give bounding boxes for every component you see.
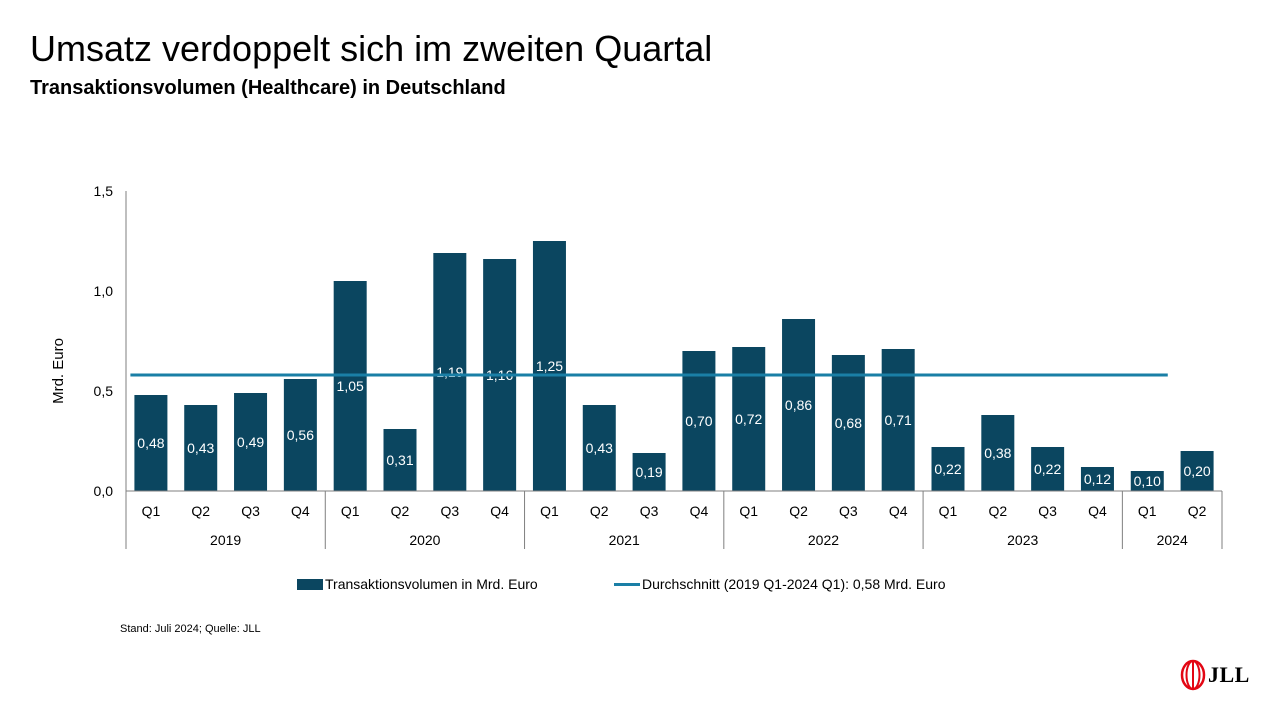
bar-data-label: 0,43 bbox=[586, 440, 613, 456]
x-tick-label: Q2 bbox=[789, 503, 808, 519]
y-tick-label: 0,5 bbox=[94, 383, 114, 399]
bar-data-label: 1,25 bbox=[536, 358, 563, 374]
chart-legend: Transaktionsvolumen in Mrd. Euro Durchsc… bbox=[0, 576, 1280, 596]
x-tick-label: Q1 bbox=[939, 503, 958, 519]
bar-data-label: 0,49 bbox=[237, 434, 264, 450]
bar bbox=[333, 281, 367, 491]
bar bbox=[1180, 451, 1214, 491]
bar bbox=[532, 241, 566, 491]
bar-data-label: 0,86 bbox=[785, 397, 812, 413]
legend-item-average: Durchschnitt (2019 Q1-2024 Q1): 0,58 Mrd… bbox=[614, 576, 945, 592]
x-year-label: 2021 bbox=[609, 532, 640, 548]
bar bbox=[732, 347, 766, 491]
y-axis-title: Mrd. Euro bbox=[50, 338, 67, 404]
bar bbox=[881, 349, 915, 491]
legend-item-bars: Transaktionsvolumen in Mrd. Euro bbox=[297, 576, 538, 592]
bar-data-label: 0,72 bbox=[735, 411, 762, 427]
x-tick-label: Q1 bbox=[1138, 503, 1157, 519]
x-tick-label: Q3 bbox=[839, 503, 858, 519]
bar bbox=[433, 253, 467, 491]
x-tick-label: Q3 bbox=[640, 503, 659, 519]
bar bbox=[234, 393, 268, 491]
x-tick-label: Q3 bbox=[440, 503, 459, 519]
x-tick-label: Q1 bbox=[142, 503, 161, 519]
bar bbox=[1130, 471, 1164, 491]
x-year-label: 2022 bbox=[808, 532, 839, 548]
x-tick-label: Q2 bbox=[191, 503, 210, 519]
bar-data-label: 0,68 bbox=[835, 415, 862, 431]
legend-bar-swatch bbox=[297, 578, 323, 590]
legend-bar-label: Transaktionsvolumen in Mrd. Euro bbox=[325, 576, 538, 592]
y-tick-label: 0,0 bbox=[94, 483, 114, 499]
page-subtitle: Transaktionsvolumen (Healthcare) in Deut… bbox=[30, 77, 506, 99]
x-tick-label: Q2 bbox=[391, 503, 410, 519]
bar-data-label: 0,70 bbox=[685, 413, 712, 429]
x-tick-label: Q4 bbox=[889, 503, 908, 519]
x-tick-label: Q4 bbox=[1088, 503, 1107, 519]
bar bbox=[582, 405, 616, 491]
x-tick-label: Q4 bbox=[291, 503, 310, 519]
x-tick-label: Q1 bbox=[540, 503, 559, 519]
bar bbox=[931, 447, 965, 491]
bar bbox=[134, 395, 168, 491]
bar-data-label: 0,22 bbox=[1034, 461, 1061, 477]
x-tick-label: Q4 bbox=[490, 503, 509, 519]
bar-data-label: 0,20 bbox=[1183, 463, 1210, 479]
bar-data-label: 0,38 bbox=[984, 445, 1011, 461]
y-tick-label: 1,0 bbox=[94, 283, 114, 299]
x-tick-label: Q3 bbox=[241, 503, 260, 519]
bar bbox=[283, 379, 317, 491]
x-tick-label: Q2 bbox=[988, 503, 1007, 519]
bar-data-label: 0,10 bbox=[1134, 473, 1161, 489]
bar-data-label: 0,56 bbox=[287, 427, 314, 443]
bar-data-label: 1,05 bbox=[337, 378, 364, 394]
bar-data-label: 0,71 bbox=[885, 412, 912, 428]
jll-logo-text: JLL bbox=[1208, 662, 1250, 687]
bar bbox=[981, 415, 1015, 491]
x-year-label: 2023 bbox=[1007, 532, 1038, 548]
bar bbox=[632, 453, 666, 491]
bar bbox=[1080, 467, 1114, 491]
y-tick-label: 1,5 bbox=[94, 183, 114, 199]
bar-data-label: 0,48 bbox=[137, 435, 164, 451]
bar-data-label: 0,22 bbox=[934, 461, 961, 477]
legend-line-label: Durchschnitt (2019 Q1-2024 Q1): 0,58 Mrd… bbox=[642, 576, 946, 592]
x-tick-label: Q2 bbox=[1188, 503, 1207, 519]
x-tick-label: Q3 bbox=[1038, 503, 1057, 519]
bar-data-label: 1,19 bbox=[436, 364, 463, 380]
bar-data-label: 0,43 bbox=[187, 440, 214, 456]
x-year-label: 2019 bbox=[210, 532, 241, 548]
bar-data-label: 0,12 bbox=[1084, 471, 1111, 487]
x-tick-label: Q4 bbox=[690, 503, 709, 519]
x-tick-label: Q1 bbox=[739, 503, 758, 519]
jll-logo-mark-icon bbox=[1180, 659, 1206, 691]
x-tick-label: Q1 bbox=[341, 503, 360, 519]
bar bbox=[1031, 447, 1065, 491]
bar bbox=[782, 319, 816, 491]
x-year-label: 2020 bbox=[409, 532, 440, 548]
source-footnote: Stand: Juli 2024; Quelle: JLL bbox=[120, 623, 261, 635]
bar-data-label: 0,31 bbox=[386, 452, 413, 468]
bar bbox=[831, 355, 865, 491]
x-year-label: 2024 bbox=[1157, 532, 1188, 548]
page-title: Umsatz verdoppelt sich im zweiten Quarta… bbox=[30, 28, 713, 69]
bar bbox=[383, 429, 417, 491]
x-tick-label: Q2 bbox=[590, 503, 609, 519]
legend-line-swatch bbox=[614, 582, 640, 586]
bar-data-label: 0,19 bbox=[635, 464, 662, 480]
bar bbox=[184, 405, 218, 491]
jll-logo: JLL bbox=[1180, 659, 1250, 691]
